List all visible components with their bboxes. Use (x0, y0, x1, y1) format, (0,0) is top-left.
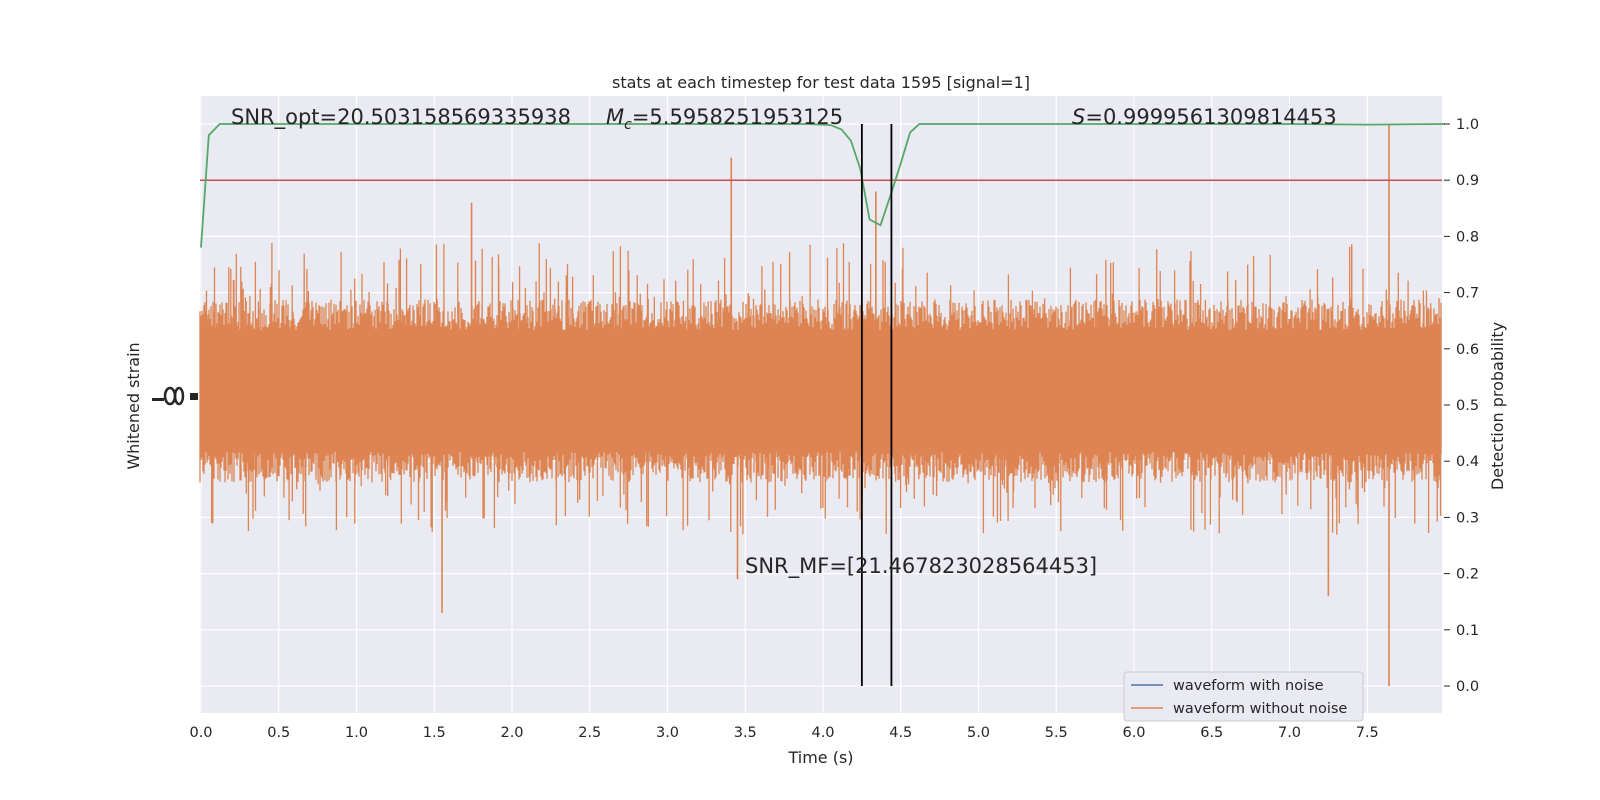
s-score-annotation: S=0.9999561309814453 (1072, 105, 1337, 129)
y-tick-label: 0.0 (1456, 679, 1479, 695)
y-tick-label: 1.0 (1456, 117, 1479, 133)
legend-box (1123, 671, 1364, 722)
y-tick-label: 0.1 (1456, 623, 1479, 639)
x-tick-label: 0.0 (189, 725, 212, 741)
legend-label-waveform-without-noise: waveform without noise (1173, 701, 1347, 717)
y-tick-label: 0.9 (1456, 173, 1479, 189)
y-tick-label: 0.5 (1456, 398, 1479, 414)
x-tick-label: 0.5 (267, 725, 290, 741)
detection-probability-series (200, 123, 1446, 248)
y-axis-label-left: Whitened strain (124, 342, 143, 469)
x-tick-label: 1.0 (345, 725, 368, 741)
noise-trace (199, 243, 1442, 535)
x-tick-label: 4.0 (811, 725, 834, 741)
x-tick-label: 2.0 (500, 725, 523, 741)
y-tick-label: 0.2 (1456, 567, 1479, 583)
x-tick-label: 1.5 (423, 725, 446, 741)
left-axis-collapsed-ticks (152, 386, 198, 406)
x-tick-label: 5.0 (967, 725, 990, 741)
chirp-mass-annotation: Mc=5.5958251953125 (606, 105, 843, 133)
x-axis-label: Time (s) (787, 748, 853, 767)
snr-opt-annotation: SNR_opt=20.503158569335938 (231, 105, 571, 130)
x-tick-labels: 0.0 0.5 1.0 1.5 2.0 2.5 3.0 3.5 4.0 4.5 5.0 5.5 6.0 6… (189, 725, 1378, 741)
noise-series (199, 124, 1442, 686)
x-tick-label: 6.0 (1122, 725, 1145, 741)
x-tick-label: 6.5 (1200, 725, 1223, 741)
detection-probability-line (200, 123, 1446, 248)
vertical-markers (860, 124, 893, 686)
x-tick-label: 2.5 (578, 725, 601, 741)
x-tick-label: 7.5 (1356, 725, 1379, 741)
y-axis-label-right: Detection probability (1488, 322, 1507, 490)
y-tick-label: 0.8 (1456, 229, 1479, 245)
legend-label-waveform-with-noise: waveform with noise (1173, 678, 1324, 694)
legend: waveform with noise waveform without noi… (1123, 671, 1364, 722)
x-tick-label: 4.5 (889, 725, 912, 741)
snr-mf-annotation: SNR_MF=[21.467823028564453] (745, 554, 1097, 579)
y-tick-label: 0.4 (1456, 454, 1479, 470)
x-tick-label: 7.0 (1278, 725, 1301, 741)
x-tick-label: 3.5 (734, 725, 757, 741)
x-tick-label: 5.5 (1045, 725, 1068, 741)
y-tick-label: 0.6 (1456, 342, 1479, 358)
x-tick-label: 3.0 (656, 725, 679, 741)
y-tick-labels: 0.0 0.1 0.2 0.3 0.4 0.5 0.6 0.7 0.8 0.9 1.0 (1444, 117, 1479, 695)
chart-title: stats at each timestep for test data 159… (612, 73, 1030, 92)
y-tick-label: 0.7 (1456, 286, 1479, 302)
y-tick-label: 0.3 (1456, 510, 1479, 526)
